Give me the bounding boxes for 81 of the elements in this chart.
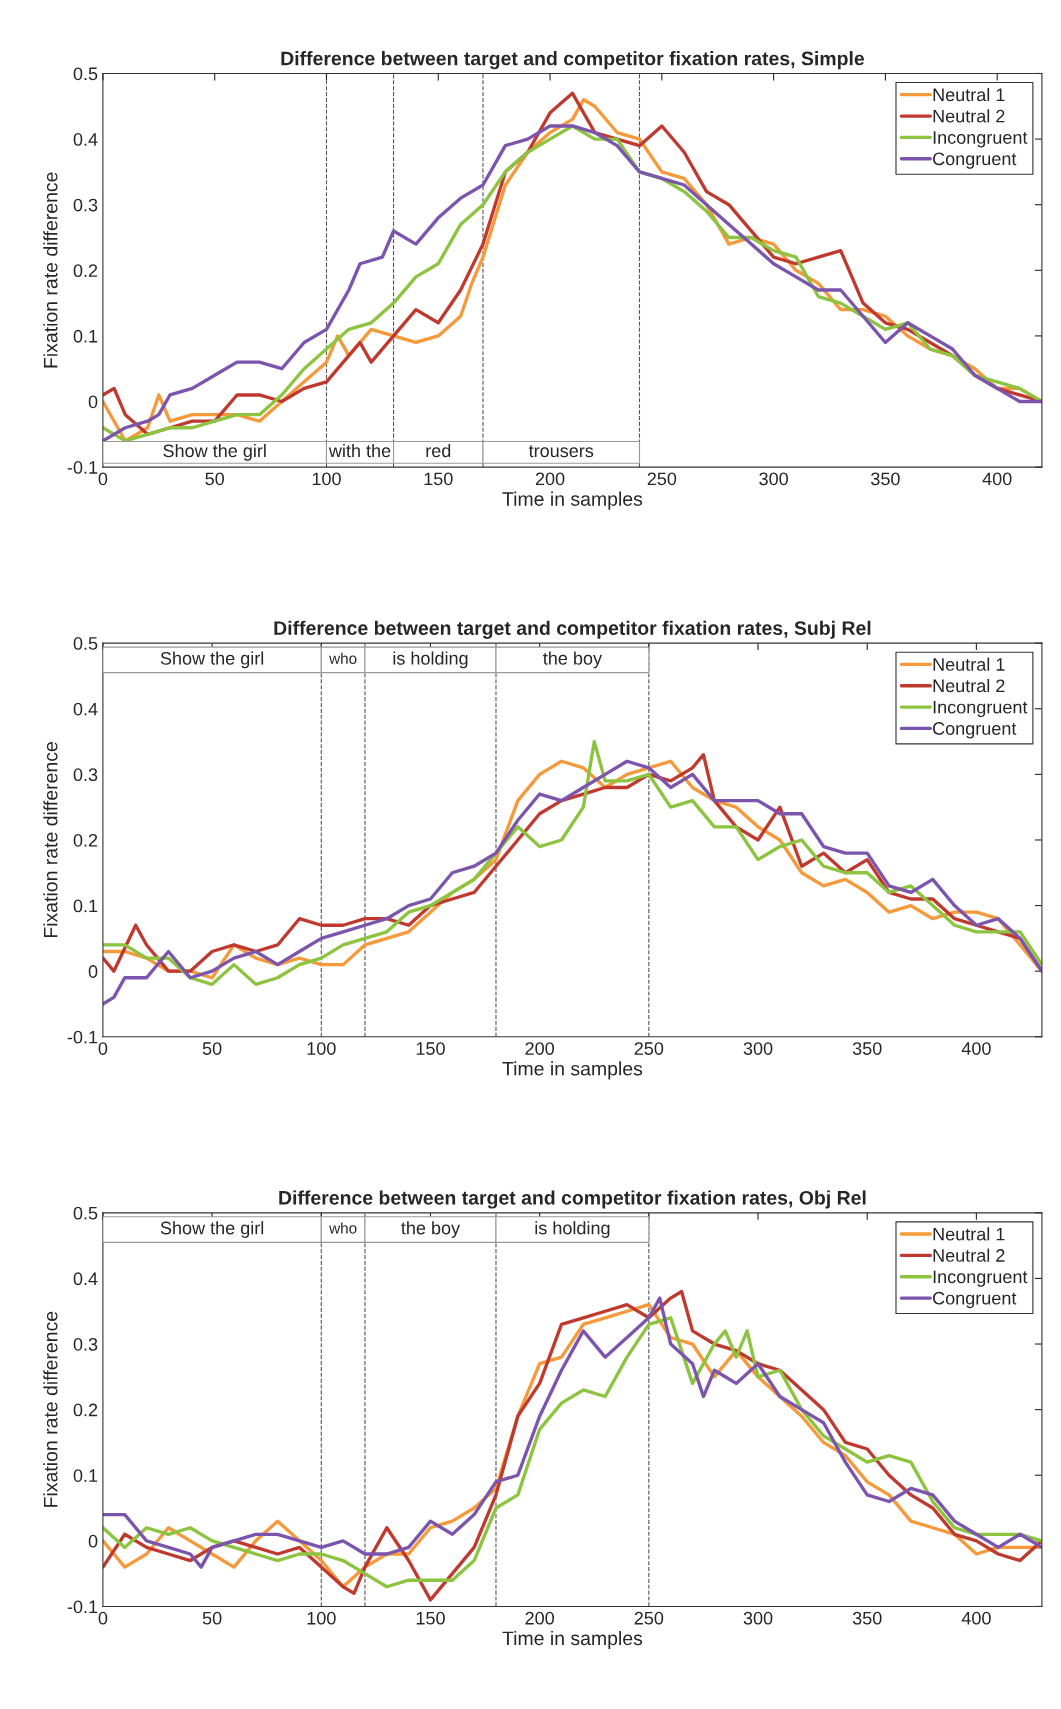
y-axis-title: Fixation rate difference [43,742,58,938]
y-tick-label: 0.4 [73,133,98,146]
x-tick-label: 50 [202,1042,222,1055]
band-label: who [329,1222,357,1234]
y-axis-title: Fixation rate difference [43,172,58,368]
legend-label: Incongruent [933,131,1028,148]
x-tick-label: 50 [202,1611,222,1625]
y-tick-label: 0.5 [73,637,98,650]
y-tick-label: 0.5 [73,67,98,81]
chart-title: Difference between target and competitor fixation rates, Simple [281,51,865,70]
x-tick-label: 50 [205,472,225,486]
y-tick-label: -0.1 [67,461,98,474]
x-tick-label: 200 [535,472,565,486]
y-tick-label: 0.2 [73,833,98,847]
x-tick-label: 150 [416,1042,445,1055]
x-tick-label: 400 [961,1042,991,1055]
band-label: is holding [535,1221,610,1238]
x-tick-label: 400 [982,472,1012,486]
y-axis-title: Fixation rate difference [43,1311,58,1507]
band-label: who [329,652,357,664]
x-tick-label: 350 [852,1042,882,1055]
y-tick-label: 0 [88,965,98,978]
band-label: Show the girl [160,651,264,669]
x-tick-label: 0 [98,1042,108,1055]
legend-label: Congruent [933,152,1017,169]
x-tick-label: 300 [743,1611,773,1625]
y-tick-label: 0.1 [73,899,98,913]
legend-label: Neutral 1 [933,657,1005,671]
band-label: trousers [528,445,594,458]
chart-title: Difference between target and competitor fixation rates, Obj Rel [279,1190,866,1209]
x-tick-label: 250 [647,472,677,486]
x-axis-title: Time in samples [502,1061,643,1080]
legend-label: Neutral 2 [933,1248,1005,1262]
y-tick-label: -0.1 [67,1030,98,1044]
y-tick-label: -0.1 [67,1600,98,1614]
y-tick-label: 0.5 [73,1206,98,1220]
band-label: the boy [401,1221,461,1238]
x-axis-title: Time in samples [502,1630,643,1650]
legend-label: Congruent [933,1291,1017,1309]
x-tick-label: 0 [98,1611,108,1625]
band-label: Show the girl [160,1221,264,1238]
y-tick-label: 0 [88,1534,98,1548]
y-tick-label: 0.2 [73,264,98,278]
legend-label: Neutral 2 [933,678,1005,693]
y-tick-label: 0.3 [73,768,98,782]
band-label: Show the girl [163,443,266,461]
y-tick-label: 0.4 [73,1272,98,1286]
y-tick-label: 0.1 [73,1469,98,1482]
x-axis-title: Time in samples [502,491,643,510]
y-tick-label: 0.4 [73,702,98,716]
x-tick-label: 350 [871,472,900,486]
legend-label: Neutral 1 [933,87,1005,102]
x-tick-label: 100 [312,472,341,486]
x-tick-label: 0 [98,472,108,486]
y-tick-label: 0.3 [73,198,98,212]
x-tick-label: 100 [307,1611,336,1625]
legend-label: Incongruent [933,700,1028,718]
x-tick-label: 150 [416,1611,445,1625]
x-tick-label: 250 [634,1042,664,1055]
legend-label: Incongruent [933,1270,1028,1287]
legend-label: Congruent [933,722,1017,739]
x-tick-label: 300 [759,472,788,486]
x-tick-label: 150 [424,472,453,486]
band-label: with the [328,443,391,458]
band-label: the boy [543,651,602,669]
y-tick-label: 0.1 [73,329,98,343]
chart-title: Difference between target and competitor fixation rates, Subj Rel [274,620,871,639]
band-label: red [426,443,451,458]
legend-label: Neutral 2 [933,109,1005,123]
x-tick-label: 300 [743,1042,773,1055]
y-tick-label: 0 [88,395,98,409]
x-tick-label: 200 [525,1042,555,1055]
band-label: is holding [393,651,468,669]
y-tick-label: 0.3 [73,1337,98,1351]
legend-label: Neutral 1 [933,1227,1005,1241]
x-tick-label: 400 [961,1611,991,1625]
y-tick-label: 0.2 [73,1403,98,1417]
x-tick-label: 350 [852,1611,882,1625]
x-tick-label: 100 [307,1042,336,1055]
x-tick-label: 200 [525,1611,555,1625]
x-tick-label: 250 [634,1611,664,1625]
